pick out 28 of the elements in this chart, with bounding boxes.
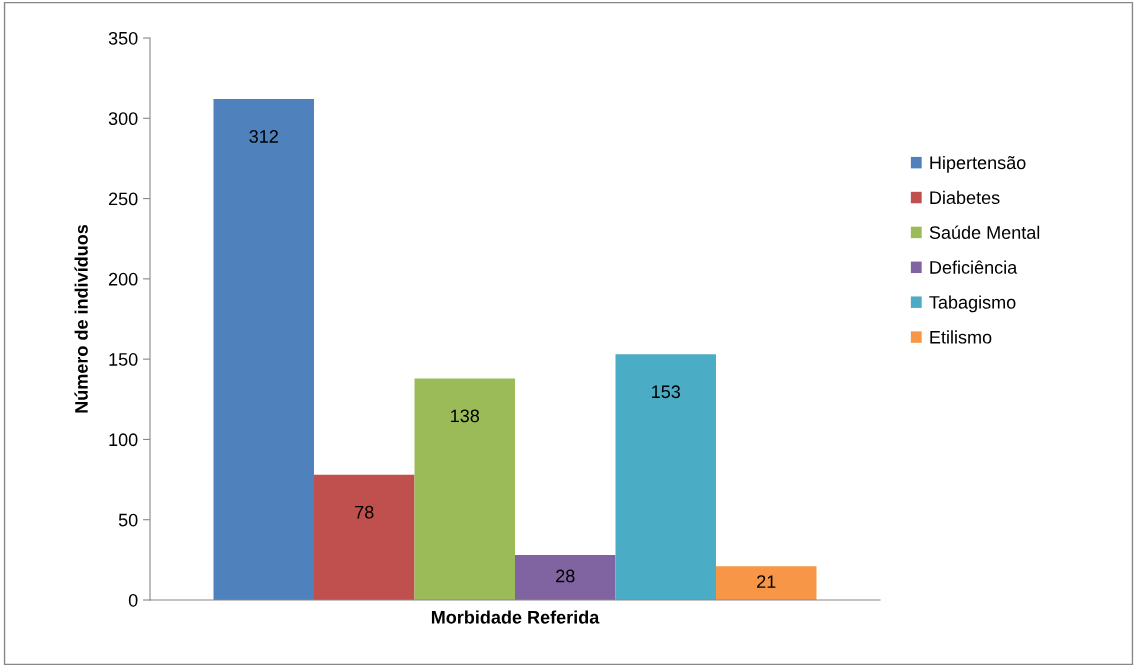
- legend-label: Etilismo: [930, 330, 992, 344]
- data-label: 138: [451, 409, 480, 423]
- bar: [615, 354, 716, 600]
- bar: [715, 566, 817, 600]
- legend-label: Tabagismo: [929, 295, 1016, 313]
- x-axis-title: Morbidade Referida: [431, 610, 600, 624]
- data-label: 78: [355, 505, 374, 519]
- bar: [414, 378, 515, 600]
- y-tick-label: 350: [108, 31, 138, 45]
- data-label: 153: [652, 385, 681, 399]
- legend-label: Saúde Mental: [929, 225, 1040, 239]
- legend-label: Hipertensão: [930, 155, 1026, 173]
- data-label: 28: [556, 569, 575, 583]
- y-tick-label: 100: [109, 433, 138, 447]
- y-tick-label: 0: [128, 593, 138, 607]
- y-axis-title: Número de indivíduos: [74, 224, 88, 413]
- y-tick-label: 300: [108, 112, 138, 126]
- legend-label: Deficiência: [930, 260, 1018, 274]
- y-tick-label: 50: [118, 513, 138, 527]
- bar: [515, 555, 616, 600]
- legend-label: Diabetes: [930, 190, 1000, 205]
- data-label: 21: [757, 575, 776, 588]
- y-tick-label: 250: [108, 192, 138, 206]
- y-tick-label: 200: [108, 272, 138, 286]
- data-label: 312: [249, 130, 278, 143]
- y-tick-label: 150: [109, 353, 138, 366]
- bar: [213, 99, 315, 600]
- bar: [314, 474, 415, 600]
